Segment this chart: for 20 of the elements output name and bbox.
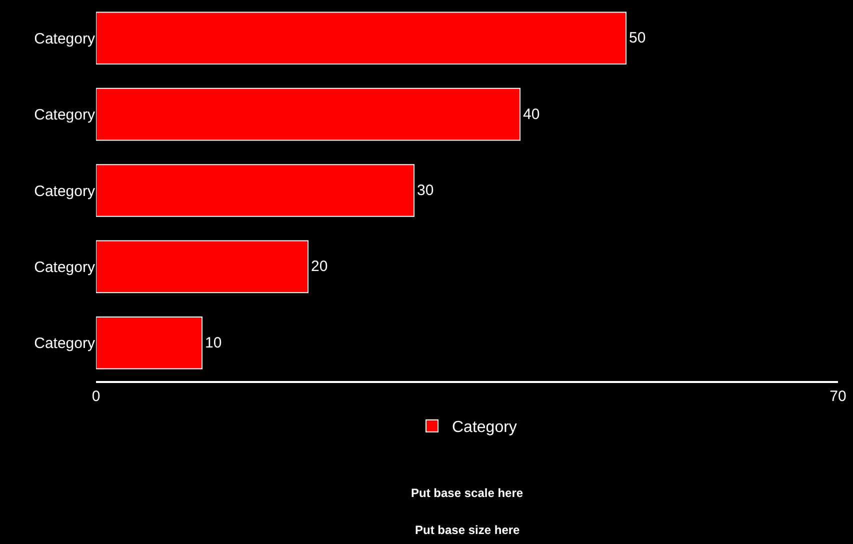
y-tick-label: Category [34,258,96,276]
bar [96,88,520,141]
bar [96,316,202,370]
y-tick-label: Category [34,30,96,48]
data-label: 10 [205,334,222,352]
data-label: 20 [311,258,328,276]
bar [96,164,414,217]
data-label: 50 [629,30,646,47]
text: Put base scale here [411,486,524,500]
y-tick-label: Category [34,106,96,124]
bar [96,240,308,294]
text: Put base size here [415,523,520,537]
data-label: 30 [417,182,434,199]
bar [96,12,626,65]
y-tick-label: Category [34,335,96,352]
data-label: 40 [523,106,540,123]
x-tick-label: 70 [830,388,846,405]
legend-label: Category [452,419,517,436]
y-tick-label: Category [34,182,96,200]
x-tick-label: 0 [92,388,100,405]
